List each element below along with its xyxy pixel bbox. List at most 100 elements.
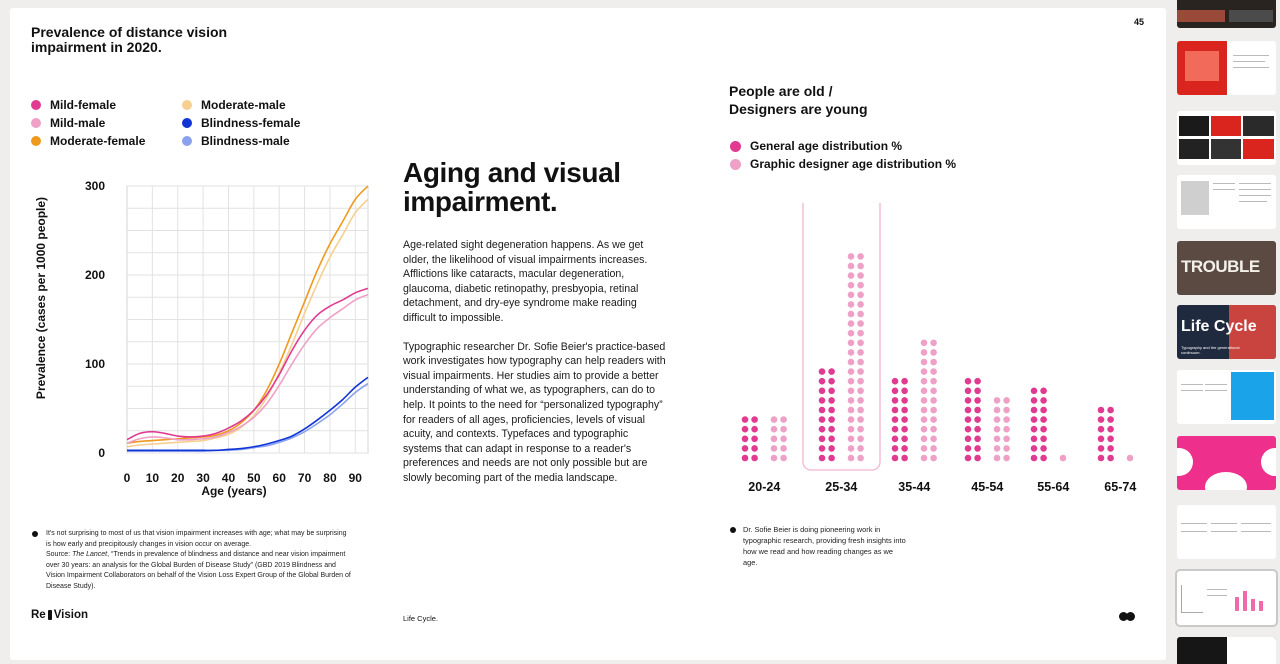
dot-35-44-designer [920,406,928,414]
dot-25-34-designer [857,291,864,299]
dot-25-34-designer [847,387,855,395]
page-thumbnail[interactable] [1177,436,1276,490]
dot-25-34-designer [857,397,864,404]
page-thumbnail[interactable] [1177,175,1276,229]
dot-35-44-general [891,425,899,433]
dot-25-34-designer [857,281,864,289]
dot-65-74-general [1107,425,1114,433]
body-text: Age-related sight degeneration happens. … [403,238,668,500]
dot-25-34-general [828,387,835,395]
dot-35-44-general [891,397,899,404]
dot-25-34-designer [847,377,855,385]
x-tick-label: 40 [222,471,236,485]
dot-65-74-general [1097,416,1105,423]
left-chart-title: Prevalence of distance vision impairment… [31,24,228,55]
dot-55-64-general [1030,435,1038,443]
dot-65-74-general [1107,406,1114,414]
dot-20-24-designer [770,445,778,452]
dot-45-54-designer [993,406,1001,414]
dot-25-34-designer [847,445,855,452]
dot-55-64-general [1040,416,1047,423]
legend-item-moderate-male: Moderate-male [182,96,342,114]
dot-45-54-general [974,387,981,395]
body-paragraph-1: Age-related sight degeneration happens. … [403,239,648,324]
dot-65-74-general [1097,435,1105,443]
page-thumbnail[interactable] [1177,637,1276,664]
dot-65-74-general [1097,445,1105,452]
dot-25-34-general [818,406,826,414]
dot-25-34-designer [847,349,855,356]
page-thumbnail-current[interactable] [1175,569,1278,627]
dot-35-44-general [901,387,908,395]
dot-45-54-general [974,454,981,462]
legend-item-blindness-male: Blindness-male [182,132,342,150]
dot-45-54-general [964,397,972,404]
dot-25-34-designer [857,262,864,270]
page-thumbnail[interactable] [1177,370,1276,424]
dot-35-44-general [901,406,908,414]
dot-25-34-designer [857,368,864,375]
dot-35-44-designer [930,368,937,375]
dot-20-24-general [751,445,758,452]
page-thumbnail[interactable] [1177,111,1276,165]
body-paragraph-2: Typographic researcher Dr. Sofie Beier's… [403,340,666,484]
dot-35-44-designer [930,406,937,414]
dot-20-24-designer [780,445,787,452]
category-label: 55-64 [1037,480,1069,494]
dot-20-24-designer [780,416,787,423]
dot-25-34-general [828,397,835,404]
dot-55-64-general [1040,406,1047,414]
dot-20-24-general [741,454,749,462]
dot-25-34-general [828,406,835,414]
dot-25-34-general [818,387,826,395]
dot-65-74-general [1097,425,1105,433]
page-thumbnail[interactable] [1177,41,1276,95]
dot-55-64-general [1030,425,1038,433]
dot-35-44-designer [930,416,937,423]
dot-35-44-designer [930,425,937,433]
dot-25-34-designer [857,301,864,308]
footnote-bullet [730,527,736,533]
dot-45-54-designer [993,445,1001,452]
legend-dot [730,140,741,152]
dot-45-54-general [964,387,972,395]
series-line-blindness-female [127,376,369,452]
x-axis-label: Age (years) [201,484,266,498]
dot-35-44-general [901,377,908,385]
dot-25-34-general [828,368,835,375]
dot-25-34-designer [847,397,855,404]
y-axis-label: Prevalence (cases per 1000 people) [34,197,48,399]
dot-20-24-designer [780,425,787,433]
dot-55-64-general [1040,454,1047,462]
dot-45-54-designer [1003,435,1010,443]
dot-35-44-designer [920,387,928,395]
dot-25-34-general [818,416,826,423]
footer-section-title: Life Cycle. [403,614,439,623]
page-thumbnail[interactable] [1177,0,1276,28]
dot-35-44-designer [930,339,937,347]
page-thumbnail[interactable]: TROUBLE [1177,241,1276,295]
dot-55-64-general [1030,445,1038,452]
dot-45-54-designer [993,425,1001,433]
legend-item-blindness-female: Blindness-female [182,114,342,132]
dot-25-34-designer [847,416,855,423]
page-thumbnail[interactable]: Life Cycle Typography and the generation… [1177,305,1276,359]
dot-35-44-general [891,387,899,395]
dot-25-34-designer [847,291,855,299]
dot-20-24-designer [780,454,787,462]
dot-25-34-general [828,435,835,443]
x-tick-label: 60 [273,471,287,485]
dot-45-54-designer [993,416,1001,423]
dot-25-34-designer [857,406,864,414]
dot-25-34-designer [857,329,864,337]
dot-25-34-general [828,445,835,452]
dot-65-74-general [1097,406,1105,414]
dot-25-34-designer [847,368,855,375]
dot-25-34-designer [847,301,855,308]
page-thumbnails-panel[interactable]: TROUBLE Life Cycle Typography and the ge… [1168,0,1280,664]
page-thumbnail[interactable] [1177,505,1276,559]
dot-25-34-general [828,425,835,433]
dot-45-54-general [974,416,981,423]
dot-20-24-designer [780,435,787,443]
dot-25-34-general [828,416,835,423]
